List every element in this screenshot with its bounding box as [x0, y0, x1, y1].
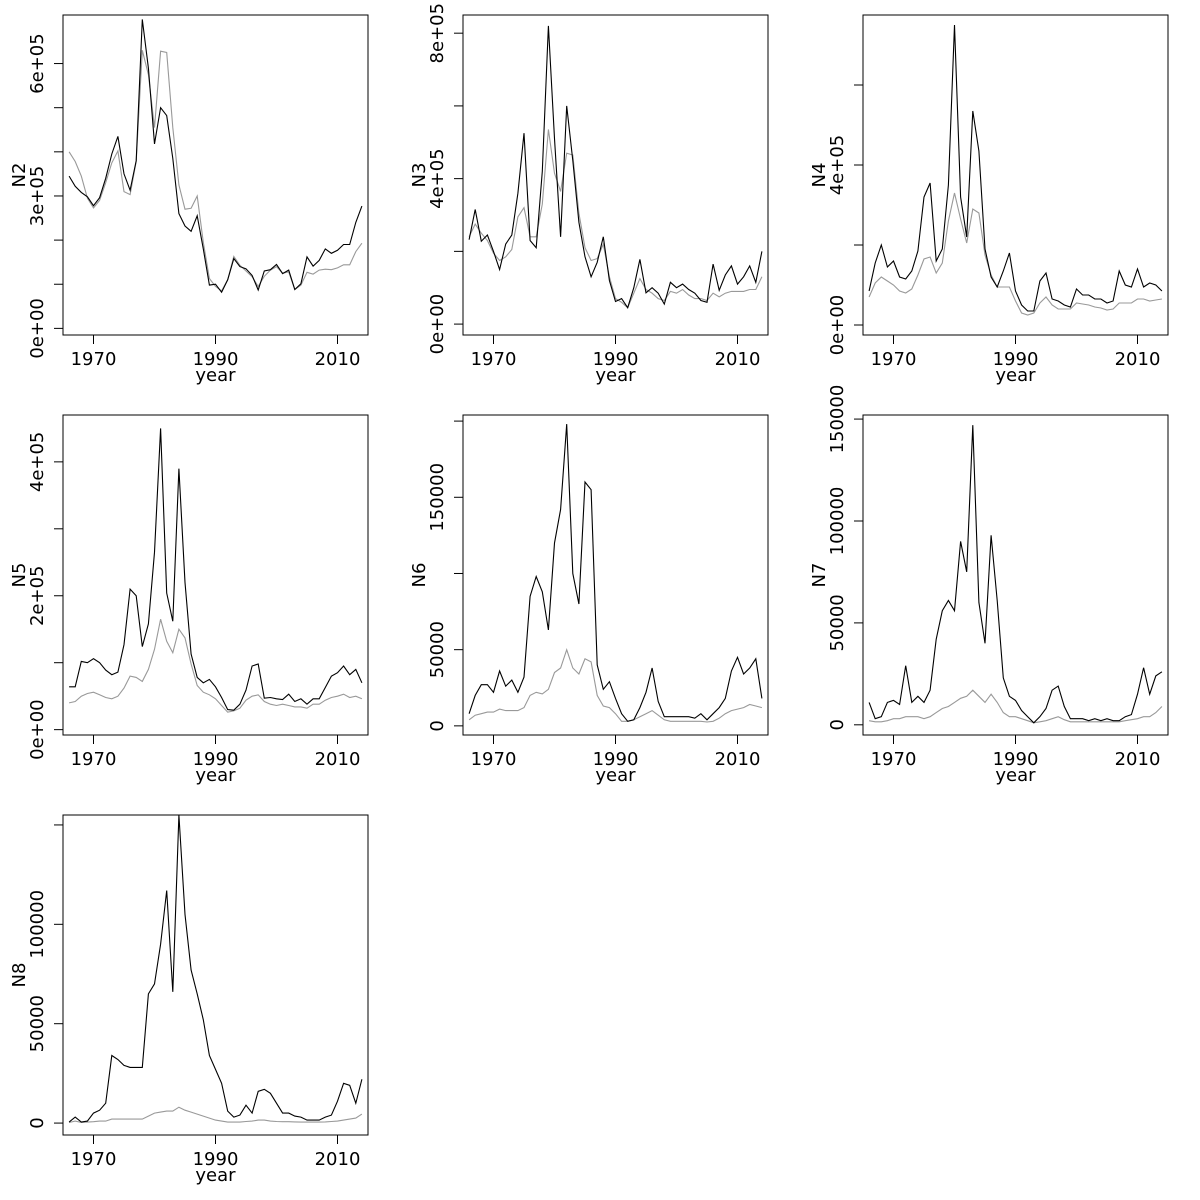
chart-panel-N5: 1970 1990 2010 year 0e+00 2e+05 4e+05 N5: [9, 414, 369, 786]
y-axis-title: N8: [9, 963, 30, 988]
y-tick-label: 50000: [827, 594, 848, 651]
series-line-2: [68, 50, 363, 292]
x-axis-title: year: [195, 1165, 236, 1186]
x-tick-label: 1990: [593, 349, 639, 370]
plot-frame: [62, 814, 369, 1136]
x-tick-label: 2010: [315, 749, 361, 770]
x-tick-label: 2010: [315, 349, 361, 370]
x-tick-label: 1990: [193, 349, 239, 370]
x-tick-label: 1990: [993, 749, 1039, 770]
y-tick-label: 0e+00: [27, 298, 48, 359]
series-line-2: [68, 1106, 363, 1124]
y-axis-title: N5: [9, 563, 30, 588]
y-axis-title: N4: [809, 163, 830, 188]
y-tick-label: 100000: [827, 487, 848, 556]
x-tick-label: 2010: [1115, 749, 1161, 770]
y-axis-title: N7: [809, 563, 830, 588]
y-tick-label: 0: [427, 720, 448, 731]
y-tick-label: 2e+05: [27, 565, 48, 626]
plot-frame: [462, 414, 769, 736]
series-line-2: [868, 192, 1162, 316]
y-tick-label: 150000: [827, 385, 848, 454]
x-tick-label: 2010: [315, 1149, 361, 1170]
x-axis-title: year: [995, 765, 1036, 786]
x-tick-label: 1970: [71, 749, 117, 770]
series-line-2: [869, 689, 1163, 724]
plot-frame: [862, 14, 1169, 336]
y-axis-title: N2: [9, 163, 30, 188]
x-tick-label: 2010: [1115, 349, 1161, 370]
y-axis-title: N3: [409, 163, 430, 188]
chart-panel-N6: 1970 1990 2010 year 0 50000 150000 N6: [409, 414, 769, 786]
y-tick-label: 150000: [427, 463, 448, 532]
y-tick-label: 8e+05: [427, 3, 448, 64]
x-tick-label: 1970: [71, 1149, 117, 1170]
y-tick-label: 0: [827, 719, 848, 730]
y-tick-label: 0: [27, 1117, 48, 1128]
y-tick-label: 4e+05: [27, 432, 48, 493]
x-tick-label: 1970: [471, 749, 517, 770]
series-line-1: [468, 25, 763, 309]
y-tick-label: 3e+05: [27, 166, 48, 227]
series-line-1: [868, 425, 1163, 724]
x-axis-title: year: [195, 765, 236, 786]
x-tick-label: 1990: [593, 749, 639, 770]
x-tick-label: 1970: [871, 749, 917, 770]
series-line-1: [68, 814, 363, 1123]
series-line-1: [468, 424, 763, 722]
y-tick-label: 6e+05: [27, 33, 48, 94]
x-tick-label: 1990: [993, 349, 1039, 370]
plot-frame: [462, 14, 769, 336]
series-line-1: [68, 19, 363, 294]
series-line-2: [468, 647, 763, 723]
y-tick-label: 4e+05: [427, 148, 448, 209]
x-axis-title: year: [595, 365, 636, 386]
x-tick-label: 1990: [193, 749, 239, 770]
x-tick-label: 1970: [471, 349, 517, 370]
y-tick-label: 0e+00: [827, 295, 848, 356]
series-line-1: [69, 428, 363, 711]
x-axis-title: year: [195, 365, 236, 386]
series-line-2: [468, 129, 763, 309]
x-tick-label: 2010: [715, 349, 761, 370]
series-line-1: [868, 24, 1163, 312]
chart-panel-N2: 1970 1990 2010 year 0e+00 3e+05 6e+05 N2: [9, 14, 369, 386]
y-tick-label: 4e+05: [827, 135, 848, 196]
x-axis-title: year: [995, 365, 1036, 386]
x-tick-label: 1990: [193, 1149, 239, 1170]
chart-panel-N8: 1970 1990 2010 year 0 50000 100000 N8: [9, 814, 369, 1186]
x-tick-label: 1970: [871, 349, 917, 370]
y-tick-label: 50000: [427, 621, 448, 678]
series-line-2: [68, 619, 363, 713]
y-tick-label: 0e+00: [427, 294, 448, 355]
y-tick-label: 100000: [27, 890, 48, 959]
x-tick-label: 2010: [715, 749, 761, 770]
y-tick-label: 50000: [27, 995, 48, 1052]
y-axis-title: N6: [409, 563, 430, 588]
y-tick-label: 0e+00: [27, 699, 48, 760]
chart-panel-N7: 1970 1990 2010 year 0 50000 100000 150000 N7: [809, 385, 1169, 786]
x-axis-title: year: [595, 765, 636, 786]
chart-panel-N3: 1970 1990 2010 year 0e+00 4e+05 8e+05 N3: [409, 3, 769, 386]
x-tick-label: 1970: [71, 349, 117, 370]
